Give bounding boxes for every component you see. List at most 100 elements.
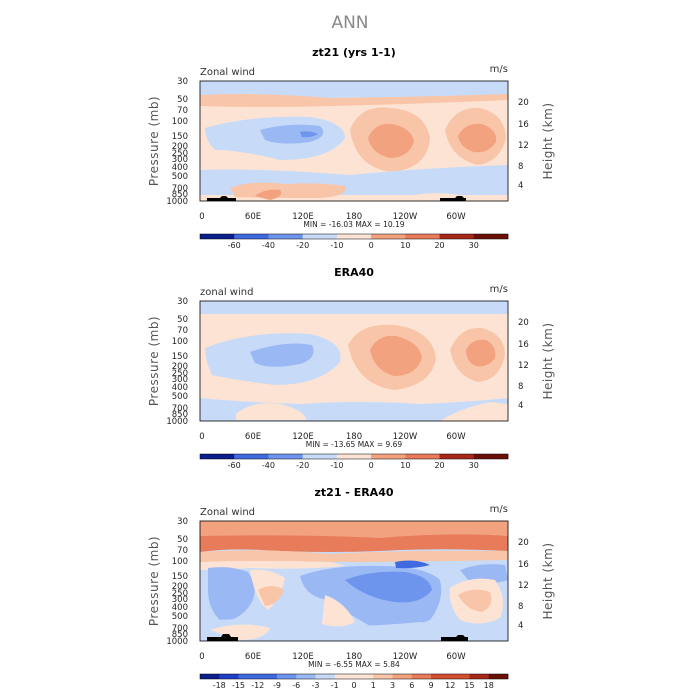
- y-tick-label-right: 20: [518, 318, 529, 328]
- y-ticks-left: 30 50 70 100 150 200 250 300 400 500 700…: [166, 77, 188, 207]
- y-tick-label: 1000: [166, 637, 188, 647]
- colorbar-swatch: [473, 454, 509, 459]
- colorbar-label: -6: [292, 681, 300, 690]
- colorbar-swatch: [302, 454, 338, 459]
- contour-region: [200, 301, 508, 314]
- y-tick-label: 50: [177, 95, 188, 105]
- panel-corner-right: m/s: [490, 284, 508, 295]
- contour-region: [230, 182, 346, 198]
- terrain: [207, 634, 238, 641]
- x-tick-label: 180: [346, 212, 362, 222]
- contour-region: [236, 403, 306, 420]
- y-tick-label-right: 8: [518, 382, 523, 392]
- x-ticks: 0 60E 120E 180 120W 60W: [199, 652, 466, 662]
- y-tick-label: 150: [172, 352, 188, 362]
- x-tick-label: 120W: [393, 432, 418, 442]
- colorbar-swatch: [315, 674, 336, 679]
- colorbar-swatch: [336, 454, 372, 459]
- x-tick-label: 60W: [446, 652, 466, 662]
- colorbar-border: [199, 453, 509, 460]
- x-tick-label: 60E: [245, 212, 261, 222]
- y-ticks-right: 20 16 12 8 4: [518, 98, 529, 191]
- y-tick-label: 700: [172, 404, 188, 414]
- panel-corner-left: Zonal wind: [200, 507, 255, 518]
- colorbar-swatch: [439, 454, 475, 459]
- y-axis-label-right: Height (km): [541, 543, 555, 620]
- y-tick-label-right: 4: [518, 621, 523, 631]
- y-tick-label: 500: [172, 612, 188, 622]
- y-tick-label: 30: [177, 77, 188, 87]
- colorbar-swatch: [354, 674, 374, 679]
- colorbar-label: 6: [409, 681, 414, 690]
- y-tick-label-right: 12: [518, 141, 529, 151]
- y-tick-label: 70: [177, 326, 188, 336]
- contour-region: [208, 567, 255, 622]
- colorbar-label: 20: [434, 461, 444, 470]
- contour-field: [200, 81, 508, 201]
- colorbar-swatch: [200, 234, 235, 239]
- contour-region: [300, 131, 318, 138]
- contour-region: [200, 619, 508, 641]
- y-tick-label-right: 8: [518, 162, 523, 172]
- colorbar-swatch: [373, 674, 393, 679]
- y-tick-label: 400: [172, 163, 188, 173]
- colorbar-swatch: [334, 674, 355, 679]
- x-tick-label: 60E: [245, 432, 261, 442]
- colorbar-label: -20: [296, 241, 309, 250]
- terrain: [441, 635, 468, 641]
- colorbar-swatch: [257, 674, 278, 679]
- colorbar-swatch: [268, 234, 303, 239]
- y-tick-label: 200: [172, 142, 188, 152]
- panel-model: zt21 (yrs 1-1) Zonal wind m/s Pressure (…: [147, 46, 555, 250]
- colorbar-swatch: [234, 234, 269, 239]
- colorbar-swatch: [469, 674, 490, 679]
- contour-region: [255, 189, 282, 200]
- y-tick-label: 500: [172, 392, 188, 402]
- colorbar-label: 18: [484, 681, 494, 690]
- y-ticks-right: 20 16 12 8 4: [518, 318, 529, 411]
- y-tick-label: 250: [172, 589, 188, 599]
- y-tick-label-right: 20: [518, 98, 529, 108]
- colorbar-swatch: [302, 234, 338, 239]
- contour-region: [200, 550, 508, 562]
- colorbar-label: -3: [312, 681, 320, 690]
- y-tick-label: 850: [172, 410, 188, 420]
- colorbar-swatch: [277, 674, 297, 679]
- x-ticks: 0 60E 120E 180 120W 60W: [199, 212, 466, 222]
- x-tick-label: 60W: [446, 212, 466, 222]
- colorbar-swatch: [392, 674, 413, 679]
- colorbar-label: 15: [464, 681, 474, 690]
- y-tick-label: 250: [172, 369, 188, 379]
- panel-corner-right: m/s: [490, 64, 508, 75]
- y-axis-label: Pressure (mb): [147, 536, 161, 626]
- colorbar-label: 3: [390, 681, 395, 690]
- y-tick-label: 1000: [166, 197, 188, 207]
- panel-corner-left: Zonal wind: [200, 67, 255, 78]
- panel-difference: zt21 - ERA40 Zonal wind m/s Pressure (: [147, 486, 555, 690]
- colorbar-swatch: [473, 234, 509, 239]
- y-tick-label: 50: [177, 315, 188, 325]
- page-title: ANN: [331, 13, 368, 33]
- y-tick-label: 300: [172, 375, 188, 385]
- y-tick-label: 100: [172, 117, 188, 127]
- y-tick-label-right: 16: [518, 560, 529, 570]
- min-max-readout: MIN = -6.55 MAX = 5.84: [308, 660, 400, 669]
- y-tick-label: 100: [172, 557, 188, 567]
- terrain: [207, 196, 236, 201]
- plot-frame: [199, 80, 509, 202]
- contour-region: [368, 123, 414, 158]
- x-tick-label: 0: [199, 432, 204, 442]
- y-tick-label: 850: [172, 630, 188, 640]
- contour-region: [458, 123, 497, 153]
- contour-region: [345, 571, 432, 603]
- x-tick-label: 60E: [245, 652, 261, 662]
- y-tick-label: 400: [172, 383, 188, 393]
- x-tick-label: 120W: [393, 212, 418, 222]
- y-tick-label-right: 4: [518, 401, 523, 411]
- y-tick-label-right: 4: [518, 181, 523, 191]
- plot-frame: [199, 300, 509, 422]
- x-tick-label: 120E: [292, 432, 314, 442]
- colorbar-label: 0: [369, 461, 374, 470]
- x-ticks: 0 60E 120E 180 120W 60W: [199, 432, 466, 442]
- y-tick-label-right: 8: [518, 602, 523, 612]
